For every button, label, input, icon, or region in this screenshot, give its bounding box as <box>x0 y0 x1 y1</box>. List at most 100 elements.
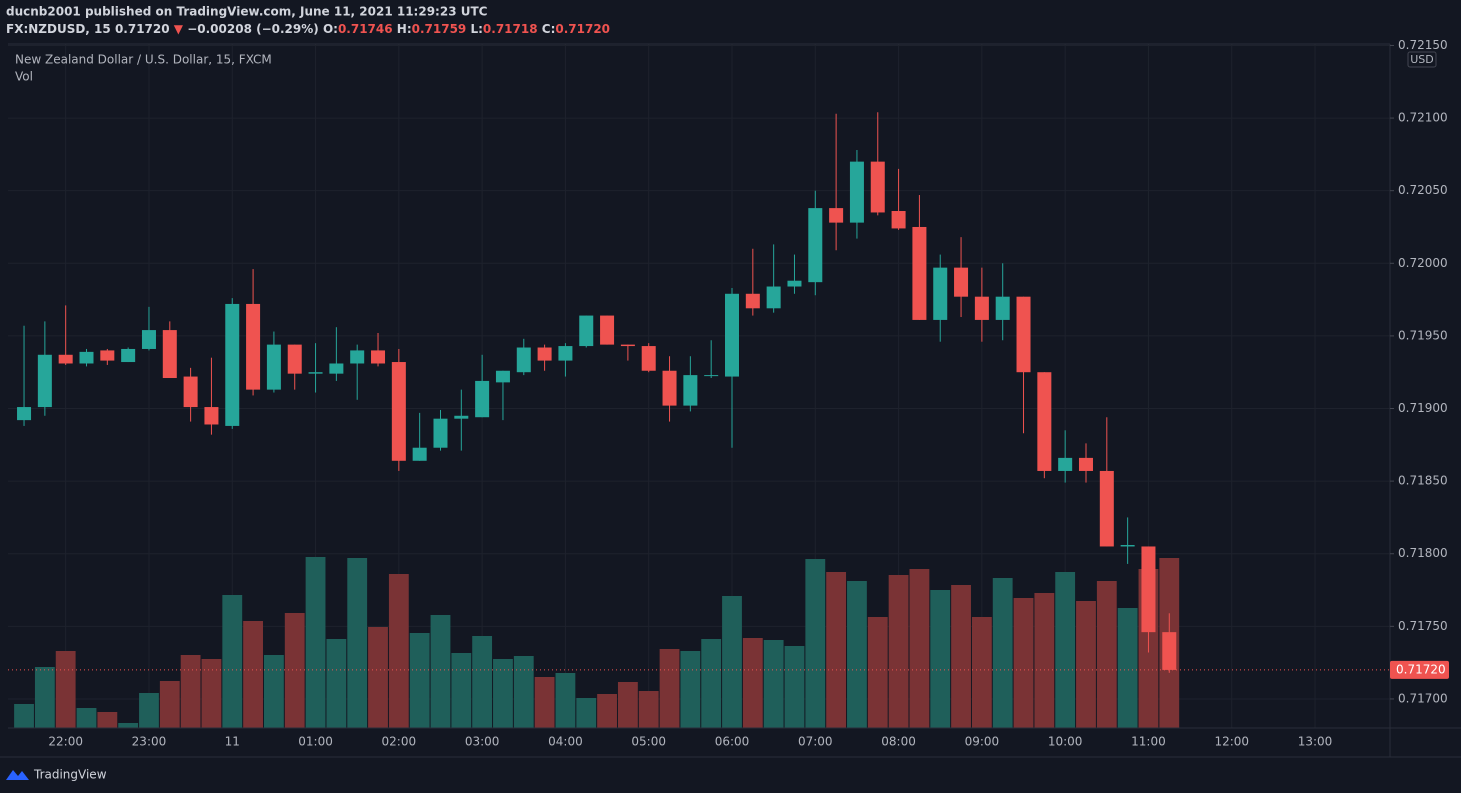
candle-body <box>1141 546 1156 633</box>
candle-body <box>849 161 864 223</box>
volume-bar <box>55 651 76 728</box>
candle-body <box>287 344 302 374</box>
volume-bar <box>118 723 139 728</box>
volume-bar <box>722 596 742 728</box>
volume-bar <box>930 590 951 728</box>
volume-bar <box>1096 581 1117 728</box>
arrow: ▼ <box>174 22 184 36</box>
y-tick-label: 0.71850 <box>1398 474 1448 488</box>
x-tick-label: 02:00 <box>382 735 417 749</box>
candle-body <box>641 346 656 371</box>
volume-bar <box>1013 598 1034 728</box>
volume-bar <box>430 615 451 728</box>
y-tick-label: 0.72050 <box>1398 183 1448 197</box>
brand: TradingView <box>33 768 107 782</box>
candle-body <box>558 346 573 361</box>
candle-body <box>141 330 156 349</box>
candle-body <box>745 293 760 309</box>
x-tick-label: 10:00 <box>1048 735 1083 749</box>
volume-bar <box>805 559 826 728</box>
volume-bar <box>742 638 763 728</box>
candle-pane <box>8 112 1390 673</box>
candle-body <box>829 208 844 223</box>
x-tick-label: 11:00 <box>1131 735 1166 749</box>
candle-body <box>17 407 32 421</box>
candle-body <box>79 351 94 364</box>
candle-body <box>995 296 1010 320</box>
candle-body <box>1058 457 1073 471</box>
candle-body <box>225 303 240 426</box>
candle-body <box>433 418 448 448</box>
volume-bar <box>555 673 576 728</box>
candle-body <box>704 375 719 377</box>
volume-bar <box>617 682 638 728</box>
volume-bar <box>847 581 867 728</box>
candle-body <box>1120 545 1135 547</box>
volume-bar <box>888 575 909 728</box>
ohlc-header: FX:NZDUSD, 15 0.71720 ▼ −0.00208 (−0.29%… <box>6 22 610 36</box>
candle-body <box>121 348 136 363</box>
volume-bar <box>14 704 34 728</box>
candle-body <box>683 375 698 406</box>
x-tick-label: 22:00 <box>48 735 83 749</box>
candle-body <box>308 372 323 374</box>
candle-body <box>371 350 386 364</box>
x-tick-label: 01:00 <box>298 735 333 749</box>
candle-body <box>350 350 365 364</box>
symbol: FX:NZDUSD, 15 <box>6 22 111 36</box>
volume-bar <box>597 694 617 728</box>
logo-icon <box>6 770 29 780</box>
candle-body <box>1037 372 1052 471</box>
candle-body <box>870 161 885 213</box>
candle-body <box>58 354 73 364</box>
h-label: H: <box>397 22 412 36</box>
o-label: O: <box>323 22 338 36</box>
volume-bar <box>1034 593 1055 728</box>
candle-body <box>1078 457 1093 471</box>
candle-body <box>1016 296 1031 373</box>
tradingview-logo[interactable]: TradingView <box>6 768 107 782</box>
candle-body <box>475 380 490 418</box>
candle-body <box>391 362 406 461</box>
c-value: 0.71720 <box>555 22 610 36</box>
x-tick-label: 05:00 <box>631 735 666 749</box>
volume-bar <box>97 712 118 728</box>
volume-bar <box>763 640 784 728</box>
volume-bar <box>1055 572 1076 728</box>
volume-bar <box>701 639 722 728</box>
candle-body <box>766 286 781 309</box>
candle-body <box>891 211 906 229</box>
l-label: L: <box>470 22 482 36</box>
o-value: 0.71746 <box>338 22 393 36</box>
volume-bar <box>680 651 701 728</box>
volume-bar <box>263 655 284 728</box>
x-tick-label: 07:00 <box>798 735 833 749</box>
x-tick-label: 06:00 <box>715 735 750 749</box>
c-label: C: <box>542 22 556 36</box>
candle-body <box>246 303 261 390</box>
volume-bar <box>971 617 992 728</box>
candle-body <box>954 267 969 297</box>
y-tick-label: 0.72000 <box>1398 256 1448 270</box>
candle-body <box>454 415 469 419</box>
volume-bar <box>201 659 222 728</box>
candle-body <box>933 267 948 320</box>
candle-body <box>1162 632 1177 670</box>
currency: USD <box>1410 53 1434 66</box>
y-tick-label: 0.71900 <box>1398 401 1448 415</box>
volume-bar <box>388 574 409 728</box>
x-tick-label: 09:00 <box>965 735 1000 749</box>
volume-bar <box>284 613 305 728</box>
candle-body <box>100 350 115 361</box>
x-tick-label: 13:00 <box>1298 735 1333 749</box>
x-tick-label: 04:00 <box>548 735 583 749</box>
y-tick-label: 0.71950 <box>1398 328 1448 342</box>
volume-bar <box>659 649 680 728</box>
candle-body <box>183 376 198 408</box>
last-price-label: 0.71720 <box>1396 662 1446 676</box>
volume-bar <box>1117 608 1138 728</box>
volume-bar <box>34 667 55 728</box>
currency-box <box>1407 51 1437 68</box>
volume-bar <box>638 691 659 728</box>
